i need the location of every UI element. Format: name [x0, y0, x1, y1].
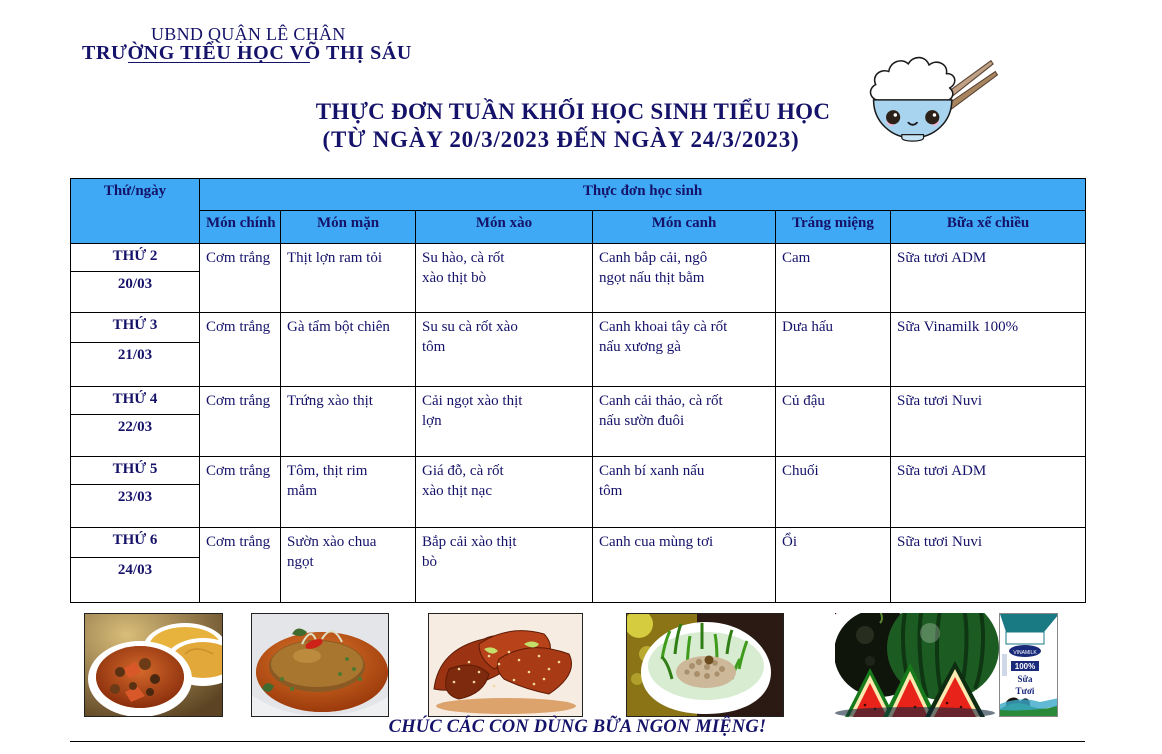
svg-text:Tươi: Tươi [1016, 686, 1035, 696]
svg-text:100%: 100% [1015, 662, 1035, 671]
svg-text:VINAMILK: VINAMILK [1013, 650, 1037, 656]
svg-text:Sữa: Sữa [1018, 674, 1033, 684]
